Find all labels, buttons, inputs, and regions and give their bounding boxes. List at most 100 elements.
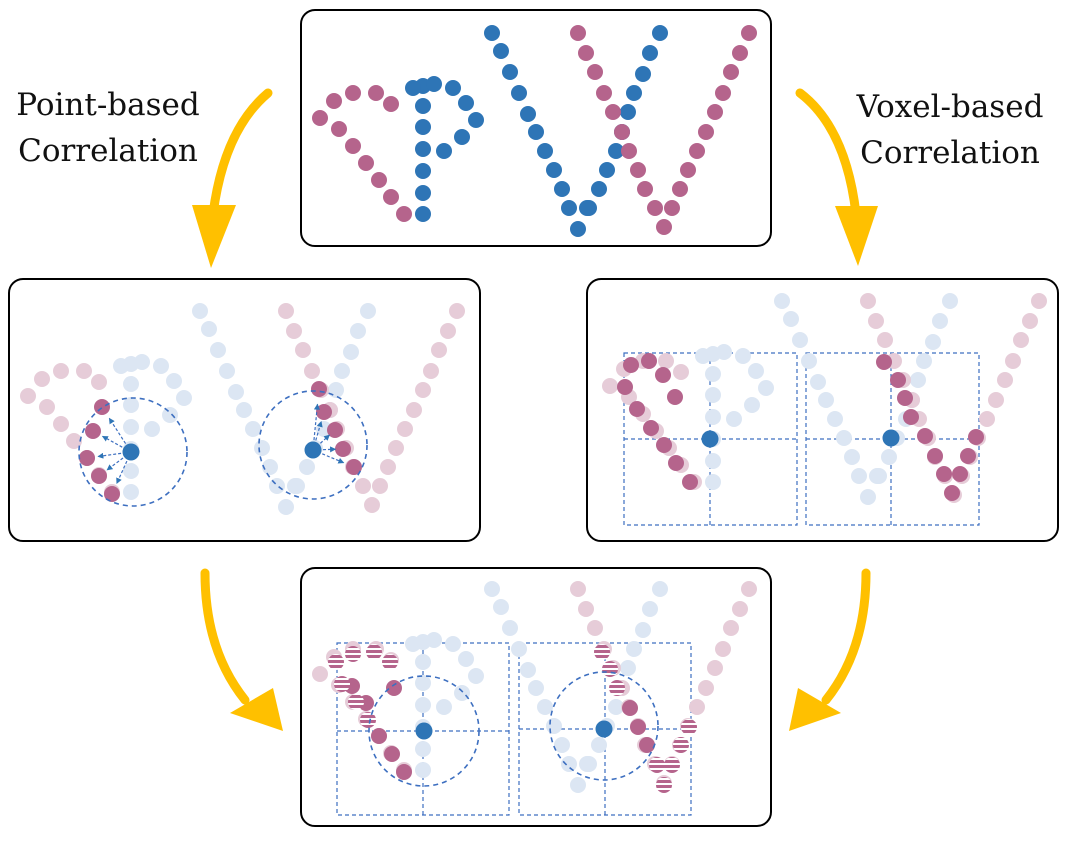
fused-neighbour-striped-point: [382, 654, 398, 670]
source-pink-v-point: [570, 25, 586, 41]
point-faded-blue-p-point: [123, 376, 139, 392]
arrow-to-point-panel-shaft: [208, 88, 273, 219]
voxel-neighbour-right-point: [917, 428, 933, 444]
fused-faded-blue-p-point: [458, 651, 474, 667]
source-pink-p-point: [326, 93, 342, 109]
voxel-faded-blue-v-point: [881, 449, 897, 465]
point-faded-blue-v-point: [287, 478, 303, 494]
fused-faded-blue-p-point: [415, 762, 431, 778]
voxel-faded-blue-p-point: [705, 474, 721, 490]
fused-faded-blue-v-point: [484, 581, 500, 597]
voxel-faded-blue-v-point: [818, 392, 834, 408]
voxel-faded-pink-p-point: [658, 353, 674, 369]
source-blue-v-point: [579, 200, 595, 216]
source-blue-p-point: [468, 112, 484, 128]
neighbour-arrow: [312, 446, 337, 453]
source-blue-v-point: [528, 124, 544, 140]
voxel-faded-blue-p-point: [735, 348, 751, 364]
fused-neighbour-striped-point: [656, 777, 672, 793]
voxel-faded-blue-p: [695, 344, 774, 490]
point-faded-pink-v-point: [449, 303, 465, 319]
fused-faded-blue-p-point: [415, 675, 431, 691]
fused-neighbour-striped-point: [334, 676, 350, 692]
neighbour-arrow: [312, 434, 330, 451]
source-blue-v-point: [652, 25, 668, 41]
point-neighbour-left-point: [104, 486, 120, 502]
source-blue-v-point: [484, 25, 500, 41]
point-faded-pink-p-point: [76, 363, 92, 379]
point-faded-pink-v-point: [295, 342, 311, 358]
query-point: [304, 441, 322, 459]
search-radius-circle: [258, 390, 368, 500]
point-faded-pink-p-point: [53, 416, 69, 432]
fused-faded-blue-p-point: [436, 699, 452, 715]
fused-neighbour-striped-point: [328, 654, 344, 670]
point-faded-blue-v-point: [360, 303, 376, 319]
fused-faded-blue-p-point: [468, 668, 484, 684]
source-pink-p-point: [345, 138, 361, 154]
source-blue-v-point: [570, 221, 586, 237]
point-faded-pink-v-point: [278, 303, 294, 319]
voxel-faded-blue-v-point: [869, 468, 885, 484]
point-faded-pink-v-point: [431, 342, 447, 358]
fused-faded-blue-p-point: [415, 654, 431, 670]
point-faded-blue-v-point: [228, 384, 244, 400]
voxel-faded-pink-v-point: [979, 411, 995, 427]
query-point: [122, 443, 140, 461]
point-faded-pink-v-point: [406, 402, 422, 418]
voxel-faded-blue-p-point: [716, 344, 732, 360]
fused-faded-blue-v-point: [561, 756, 577, 772]
source-blue-p-point: [405, 80, 421, 96]
search-radius-circle: [78, 397, 188, 507]
fused-faded-blue-p-point: [454, 685, 470, 701]
point-faded-blue-v-point: [334, 363, 350, 379]
source-pink-v-point: [732, 45, 748, 61]
point-neighbour-left-point: [94, 399, 110, 415]
voxel-label-line2: Correlation: [860, 135, 1040, 171]
fused-faded-blue-p-point: [415, 741, 431, 757]
point-faded-blue-p-point: [123, 463, 139, 479]
fused-faded-blue-p-point: [415, 697, 431, 713]
voxel-faded-blue-p-point: [758, 380, 774, 396]
source-blue-v-point: [608, 143, 624, 159]
point-faded-pink-p-point: [53, 363, 69, 379]
source-blue-p-point: [426, 76, 442, 92]
voxel-based-correlation-label: Voxel-based Correlation: [845, 84, 1055, 176]
point-faded-pink-v-point: [355, 478, 371, 494]
voxel-faded-blue-v-point: [942, 293, 958, 309]
voxel-faded-blue-p-point: [705, 409, 721, 425]
point-based-correlation-label: Point-based Correlation: [8, 82, 208, 174]
source-pink-v-point: [637, 181, 653, 197]
point-faded-blue-v-point: [343, 344, 359, 360]
voxel-faded-blue-p-point: [726, 411, 742, 427]
query-point: [882, 429, 900, 447]
source-blue-p: [405, 76, 484, 222]
source-pink-v-point: [741, 25, 757, 41]
point-faded-blue-p-point: [113, 358, 129, 374]
source-blue-p-point: [415, 119, 431, 135]
fused-neighbour-solid-point: [386, 680, 402, 696]
point-faded-blue-p-point: [176, 390, 192, 406]
fused-neighbour-striped-point: [609, 680, 625, 696]
voxel-faded-blue-v-point: [932, 313, 948, 329]
fused-faded-pink-v-point: [732, 601, 748, 617]
voxel-faded-blue-p-point: [695, 348, 711, 364]
fused-faded-blue-v-point: [626, 641, 642, 657]
arrow-to-voxel-panel-shaft: [795, 88, 861, 219]
fused-neighbour-striped-point: [673, 737, 689, 753]
voxel-faded-pink-p-point: [673, 364, 689, 380]
voxel-based-correlation-panel: [586, 278, 1059, 542]
source-blue-v-point: [493, 43, 509, 59]
point-neighbour-right-point: [327, 422, 343, 438]
fused-neighbour-striped-point: [348, 694, 364, 710]
point-faded-pink-v-point: [364, 497, 380, 513]
voxel-faded-blue-v-point: [851, 468, 867, 484]
source-blue-v-point: [635, 66, 651, 82]
point-faded-pink-p-point: [34, 371, 50, 387]
point-label-line2: Correlation: [18, 133, 198, 169]
point-faded-pink-v-point: [372, 478, 388, 494]
voxel-neighbour-right-point: [960, 448, 976, 464]
arrow-point-to-fused: [200, 568, 283, 731]
source-blue-v: [484, 25, 668, 237]
source-pink-v-point: [672, 181, 688, 197]
